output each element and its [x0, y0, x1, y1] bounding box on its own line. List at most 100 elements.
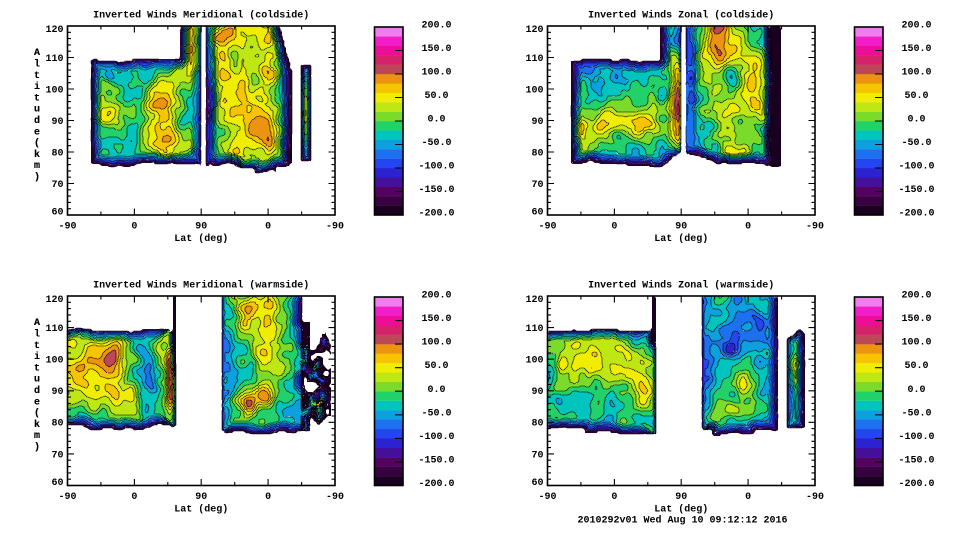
svg-text:t: t: [34, 363, 40, 374]
svg-text:100: 100: [525, 356, 543, 367]
svg-text:50.0: 50.0: [904, 361, 928, 372]
svg-text:90: 90: [531, 117, 543, 128]
svg-text:100: 100: [45, 85, 63, 96]
svg-text:A: A: [34, 318, 40, 329]
svg-text:-90: -90: [326, 492, 344, 503]
svg-text:100: 100: [45, 356, 63, 367]
svg-text:80: 80: [51, 148, 63, 159]
svg-text:-90: -90: [58, 492, 76, 503]
svg-text:-50.0: -50.0: [421, 408, 451, 419]
svg-text:2010292v01 Wed Aug 10 09:12:12: 2010292v01 Wed Aug 10 09:12:12 2016: [577, 515, 787, 527]
svg-text:u: u: [34, 105, 40, 116]
svg-text:120: 120: [525, 295, 543, 306]
svg-text:120: 120: [525, 25, 543, 36]
svg-text:-100.0: -100.0: [418, 162, 454, 173]
svg-text:0.0: 0.0: [907, 115, 925, 126]
svg-text:-150.0: -150.0: [898, 455, 934, 466]
svg-text:t: t: [34, 341, 40, 352]
svg-text:110: 110: [525, 54, 543, 65]
svg-text:e: e: [34, 127, 40, 138]
svg-text:90: 90: [675, 492, 687, 503]
svg-text:-90: -90: [806, 221, 824, 232]
svg-text:80: 80: [531, 419, 543, 430]
svg-text:(: (: [34, 138, 40, 150]
svg-text:60: 60: [51, 478, 63, 489]
svg-text:70: 70: [531, 450, 543, 461]
svg-text:k: k: [34, 419, 40, 431]
svg-text:0: 0: [265, 221, 271, 232]
svg-text:m: m: [34, 161, 40, 172]
svg-text:60: 60: [531, 208, 543, 219]
svg-text:70: 70: [51, 180, 63, 191]
svg-text:): ): [34, 442, 40, 454]
svg-text:60: 60: [531, 478, 543, 489]
svg-text:90: 90: [675, 221, 687, 232]
svg-text:Lat (deg): Lat (deg): [654, 233, 708, 245]
svg-text:t: t: [34, 71, 40, 82]
svg-text:e: e: [34, 127, 40, 138]
svg-text:i: i: [34, 351, 40, 363]
svg-text:-90: -90: [326, 221, 344, 232]
svg-text:0.0: 0.0: [427, 385, 445, 396]
svg-text:A: A: [34, 48, 40, 59]
svg-text:0: 0: [131, 221, 137, 232]
svg-text:200.0: 200.0: [421, 21, 451, 32]
svg-text:90: 90: [51, 117, 63, 128]
svg-text:k: k: [34, 149, 40, 161]
svg-text:80: 80: [531, 148, 543, 159]
svg-text:e: e: [34, 397, 40, 408]
svg-text:Inverted Winds Zonal (coldside: Inverted Winds Zonal (coldside): [588, 10, 774, 22]
svg-text:u: u: [34, 375, 40, 386]
svg-text:90: 90: [195, 221, 207, 232]
svg-text:0: 0: [745, 492, 751, 503]
svg-text:50.0: 50.0: [424, 91, 448, 102]
svg-text:m: m: [34, 431, 40, 442]
svg-text:90: 90: [531, 387, 543, 398]
svg-text:): ): [34, 442, 40, 454]
svg-text:Lat (deg): Lat (deg): [654, 504, 708, 516]
svg-text:m: m: [34, 431, 40, 442]
svg-text:i: i: [34, 81, 40, 93]
svg-text:t: t: [34, 93, 40, 104]
svg-text:A: A: [34, 318, 40, 329]
svg-text:110: 110: [45, 54, 63, 65]
svg-text:k: k: [34, 149, 40, 161]
svg-text:t: t: [34, 363, 40, 374]
svg-text:-200.0: -200.0: [418, 209, 454, 220]
svg-text:0: 0: [131, 492, 137, 503]
svg-text:0.0: 0.0: [427, 115, 445, 126]
svg-text:150.0: 150.0: [901, 44, 931, 55]
svg-text:-100.0: -100.0: [898, 162, 934, 173]
svg-text:100.0: 100.0: [901, 68, 931, 79]
svg-text:): ): [34, 172, 40, 184]
svg-text:150.0: 150.0: [421, 44, 451, 55]
svg-text:120: 120: [45, 295, 63, 306]
svg-text:0.0: 0.0: [907, 385, 925, 396]
svg-text:-200.0: -200.0: [418, 479, 454, 490]
svg-text:0: 0: [265, 492, 271, 503]
svg-text:-100.0: -100.0: [898, 432, 934, 443]
svg-text:A: A: [34, 48, 40, 59]
svg-text:e: e: [34, 397, 40, 408]
svg-text:l: l: [34, 329, 40, 341]
svg-text:50.0: 50.0: [904, 91, 928, 102]
svg-text:100.0: 100.0: [901, 338, 931, 349]
svg-text:Inverted Winds Zonal (warmside: Inverted Winds Zonal (warmside): [588, 280, 774, 292]
svg-text:(: (: [34, 138, 40, 150]
svg-text:150.0: 150.0: [901, 314, 931, 325]
svg-text:100: 100: [525, 85, 543, 96]
svg-text:): ): [34, 172, 40, 184]
svg-text:90: 90: [51, 387, 63, 398]
svg-text:Lat (deg): Lat (deg): [174, 233, 228, 245]
svg-text:-150.0: -150.0: [898, 185, 934, 196]
svg-text:-90: -90: [58, 221, 76, 232]
svg-text:110: 110: [525, 324, 543, 335]
svg-text:(: (: [34, 408, 40, 420]
svg-text:-90: -90: [806, 492, 824, 503]
svg-text:150.0: 150.0: [421, 314, 451, 325]
svg-text:-50.0: -50.0: [421, 138, 451, 149]
svg-text:200.0: 200.0: [901, 21, 931, 32]
svg-text:Inverted Winds Meridional (col: Inverted Winds Meridional (coldside): [93, 10, 309, 22]
svg-text:100.0: 100.0: [421, 68, 451, 79]
svg-text:0: 0: [611, 221, 617, 232]
